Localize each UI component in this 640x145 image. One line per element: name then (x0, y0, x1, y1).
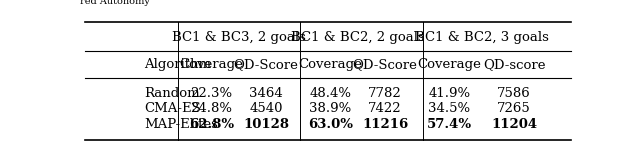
Text: CMA-ES: CMA-ES (145, 103, 201, 115)
Text: 41.9%: 41.9% (428, 87, 470, 100)
Text: 38.9%: 38.9% (309, 103, 351, 115)
Text: 63.0%: 63.0% (308, 118, 353, 131)
Text: BC1 & BC2, 2 goals: BC1 & BC2, 2 goals (291, 31, 424, 44)
Text: MAP-Elites: MAP-Elites (145, 118, 218, 131)
Text: 7265: 7265 (497, 103, 531, 115)
Text: Algorithm: Algorithm (145, 58, 211, 71)
Text: 22.3%: 22.3% (190, 87, 232, 100)
Text: BC1 & BC3, 2 goals: BC1 & BC3, 2 goals (172, 31, 306, 44)
Text: Coverage: Coverage (179, 58, 243, 71)
Text: BC1 & BC2, 3 goals: BC1 & BC2, 3 goals (415, 31, 548, 44)
Text: 34.5%: 34.5% (428, 103, 470, 115)
Text: 7422: 7422 (368, 103, 402, 115)
Text: 24.8%: 24.8% (191, 103, 232, 115)
Text: 10128: 10128 (243, 118, 289, 131)
Text: QD-score: QD-score (483, 58, 545, 71)
Text: QD-Score: QD-Score (353, 58, 417, 71)
Text: QD-Score: QD-Score (234, 58, 298, 71)
Text: 11204: 11204 (491, 118, 537, 131)
Text: Coverage: Coverage (298, 58, 362, 71)
Text: 7586: 7586 (497, 87, 531, 100)
Text: Coverage: Coverage (417, 58, 481, 71)
Text: 48.4%: 48.4% (310, 87, 351, 100)
Text: 11216: 11216 (362, 118, 408, 131)
Text: Random: Random (145, 87, 200, 100)
Text: 4540: 4540 (249, 103, 283, 115)
Text: 7782: 7782 (368, 87, 402, 100)
Text: 62.8%: 62.8% (189, 118, 234, 131)
Text: red Autonomy: red Autonomy (80, 0, 150, 6)
Text: 57.4%: 57.4% (427, 118, 472, 131)
Text: 3464: 3464 (249, 87, 283, 100)
